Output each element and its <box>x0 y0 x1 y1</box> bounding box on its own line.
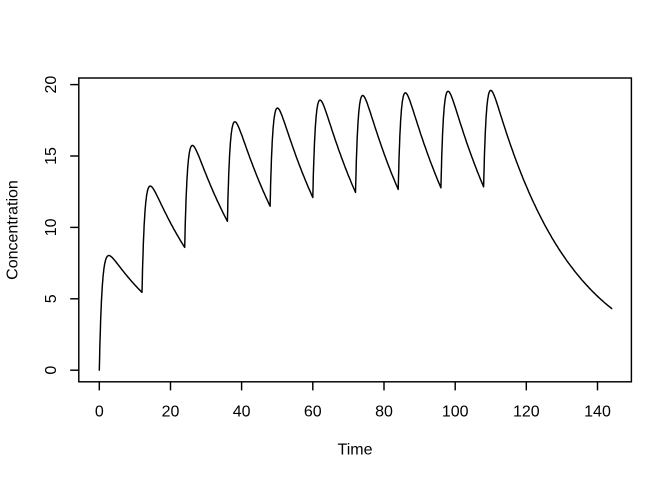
svg-text:20: 20 <box>162 404 180 421</box>
svg-text:100: 100 <box>442 404 469 421</box>
svg-text:40: 40 <box>233 404 251 421</box>
svg-text:0: 0 <box>95 404 104 421</box>
svg-text:5: 5 <box>43 294 60 303</box>
svg-text:20: 20 <box>43 76 60 94</box>
svg-text:80: 80 <box>375 404 393 421</box>
svg-text:15: 15 <box>43 147 60 165</box>
svg-text:10: 10 <box>43 218 60 236</box>
svg-text:120: 120 <box>513 404 540 421</box>
svg-text:60: 60 <box>304 404 322 421</box>
svg-text:0: 0 <box>43 366 60 375</box>
svg-text:Time: Time <box>338 442 373 459</box>
svg-text:Concentration: Concentration <box>5 180 22 280</box>
svg-text:140: 140 <box>584 404 611 421</box>
